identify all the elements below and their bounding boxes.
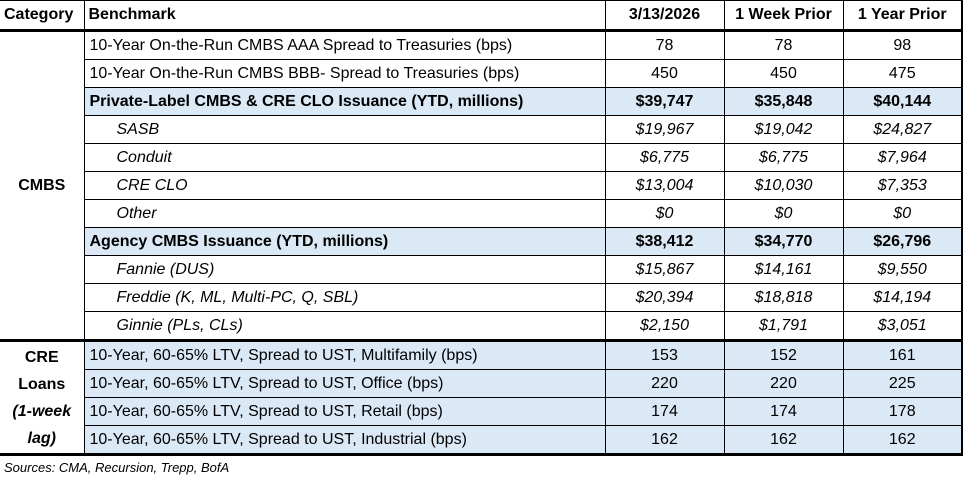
category-cre-line: lag) [27,429,56,447]
table-row: 10-Year, 60-65% LTV, Spread to UST, Indu… [0,425,963,455]
value-cell: $1,791 [723,311,844,341]
header-1-year-prior: 1 Year Prior [842,0,963,32]
value-cell: 225 [842,369,963,398]
table-row: CMBS 10-Year On-the-Run CMBS AAA Spread … [0,30,963,341]
value-cell: 220 [604,369,725,398]
value-cell: $0 [604,199,725,228]
value-cell: 153 [604,339,725,370]
table-row: Other $0 $0 $0 [0,199,963,228]
header-category: Category [0,0,85,32]
value-cell: $38,412 [604,227,725,256]
benchmark-cell: Fannie (DUS) [83,255,606,284]
value-cell: 162 [723,425,844,455]
header-row: Category Benchmark 3/13/2026 1 Week Prio… [0,0,963,32]
value-cell: 162 [604,425,725,455]
benchmark-cell: CRE CLO [83,171,606,200]
header-date: 3/13/2026 [604,0,725,32]
benchmark-cell: 10-Year, 60-65% LTV, Spread to UST, Indu… [83,425,606,455]
header-benchmark: Benchmark [83,0,606,32]
value-cell: $34,770 [723,227,844,256]
benchmark-cell: Conduit [83,143,606,172]
value-cell: $20,394 [604,283,725,312]
table-row-section: Agency CMBS Issuance (YTD, millions) $38… [0,227,963,256]
table-row: 10-Year, 60-65% LTV, Spread to UST, Offi… [0,369,963,398]
value-cell: $18,818 [723,283,844,312]
value-cell: 220 [723,369,844,398]
value-cell: 161 [842,339,963,370]
table-row: CRE CLO $13,004 $10,030 $7,353 [0,171,963,200]
value-cell: $7,964 [842,143,963,172]
header-1-week-prior: 1 Week Prior [723,0,844,32]
value-cell: $2,150 [604,311,725,341]
value-cell: 178 [842,397,963,426]
table-row: CRE Loans (1-week lag) 10-Year, 60-65% L… [0,339,963,455]
category-cre-line: CRE [24,348,59,366]
value-cell: $19,967 [604,115,725,144]
value-cell: $14,161 [723,255,844,284]
benchmark-cell: 10-Year On-the-Run CMBS BBB- Spread to T… [83,59,606,88]
value-cell: 78 [604,30,725,60]
benchmark-cell: 10-Year, 60-65% LTV, Spread to UST, Reta… [83,397,606,426]
benchmark-cell: Agency CMBS Issuance (YTD, millions) [83,227,606,256]
value-cell: $39,747 [604,87,725,116]
benchmark-cell: Private-Label CMBS & CRE CLO Issuance (Y… [83,87,606,116]
value-cell: 450 [723,59,844,88]
benchmark-cell: Other [83,199,606,228]
table-row-section: Private-Label CMBS & CRE CLO Issuance (Y… [0,87,963,116]
value-cell: $10,030 [723,171,844,200]
benchmark-cell: Ginnie (PLs, CLs) [83,311,606,341]
table-row: Fannie (DUS) $15,867 $14,161 $9,550 [0,255,963,284]
table-row: Freddie (K, ML, Multi-PC, Q, SBL) $20,39… [0,283,963,312]
value-cell: $24,827 [842,115,963,144]
table-row: SASB $19,967 $19,042 $24,827 [0,115,963,144]
sources-row: Sources: CMA, Recursion, Trepp, BofA [0,453,962,479]
value-cell: $13,004 [604,171,725,200]
value-cell: $14,194 [842,283,963,312]
category-cre-line: (1-week [12,402,72,420]
value-cell: $35,848 [723,87,844,116]
category-cre-line: Loans [18,375,66,393]
table-row: Ginnie (PLs, CLs) $2,150 $1,791 $3,051 [0,311,963,341]
value-cell: $6,775 [723,143,844,172]
value-cell: $3,051 [842,311,963,341]
value-cell: $19,042 [723,115,844,144]
benchmark-cell: 10-Year, 60-65% LTV, Spread to UST, Offi… [83,369,606,398]
table-row: 10-Year On-the-Run CMBS BBB- Spread to T… [0,59,963,88]
value-cell: 78 [723,30,844,60]
value-cell: $0 [842,199,963,228]
benchmark-cell: Freddie (K, ML, Multi-PC, Q, SBL) [83,283,606,312]
value-cell: $40,144 [842,87,963,116]
value-cell: 152 [723,339,844,370]
value-cell: $26,796 [842,227,963,256]
value-cell: 162 [842,425,963,455]
table-row: Conduit $6,775 $6,775 $7,964 [0,143,963,172]
value-cell: 174 [604,397,725,426]
value-cell: $0 [723,199,844,228]
sources-note: Sources: CMA, Recursion, Trepp, BofA [0,453,962,479]
benchmark-cell: SASB [83,115,606,144]
category-cell-cre-loans: CRE Loans (1-week lag) [0,339,85,455]
value-cell: $6,775 [604,143,725,172]
value-cell: $7,353 [842,171,963,200]
value-cell: 475 [842,59,963,88]
benchmark-cell: 10-Year, 60-65% LTV, Spread to UST, Mult… [83,339,606,370]
value-cell: $15,867 [604,255,725,284]
value-cell: $9,550 [842,255,963,284]
value-cell: 98 [842,30,963,60]
value-cell: 450 [604,59,725,88]
benchmark-cell: 10-Year On-the-Run CMBS AAA Spread to Tr… [83,30,606,60]
value-cell: 174 [723,397,844,426]
category-cell-cmbs: CMBS [0,30,85,341]
table-row: 10-Year, 60-65% LTV, Spread to UST, Reta… [0,397,963,426]
